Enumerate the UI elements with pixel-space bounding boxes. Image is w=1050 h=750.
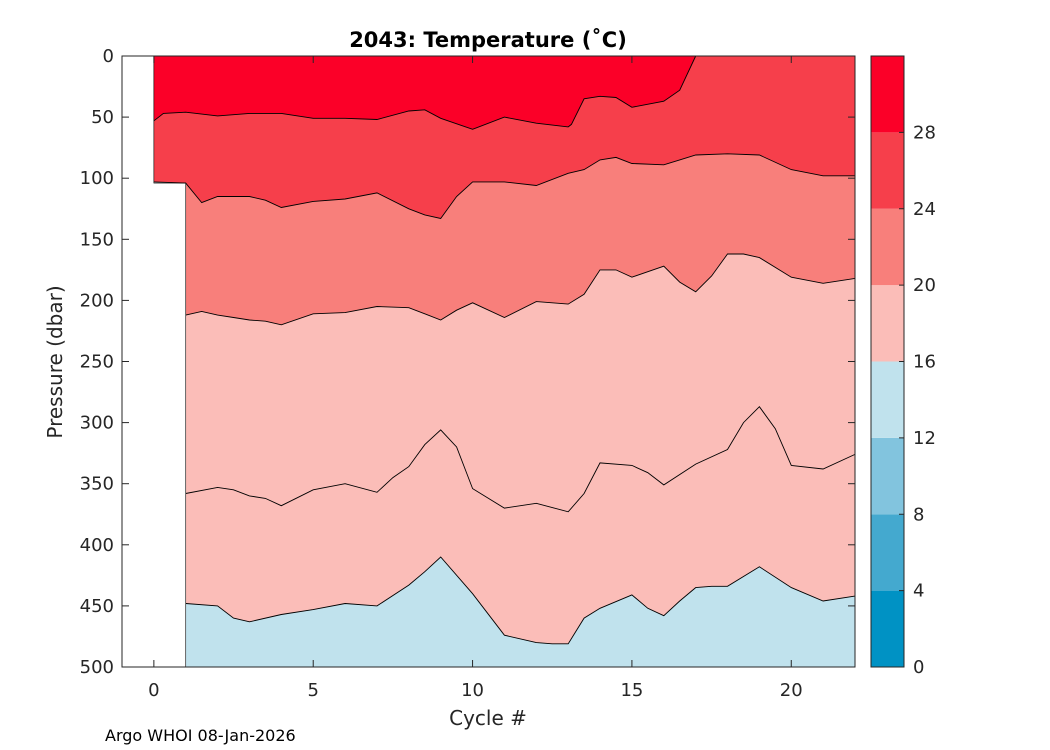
x-tick-label: 15	[620, 680, 643, 701]
isotherm-16	[185, 406, 856, 513]
colorbar-tick-label: 20	[913, 275, 936, 296]
credit-label: Argo WHOI 08-Jan-2026	[105, 726, 296, 745]
contour-line-layer	[153, 55, 856, 667]
band-12-16	[185, 557, 855, 667]
band-16-20-upper	[185, 254, 855, 512]
y-tick-label: 500	[80, 657, 114, 678]
colorbar-segment	[871, 437, 904, 515]
y-tick-label: 400	[80, 535, 114, 556]
y-axis-label: Pressure (dbar)	[43, 285, 67, 438]
isotherm-12	[185, 556, 856, 645]
colorbar-segment	[871, 285, 904, 362]
contour-fill-layer	[153, 56, 855, 667]
isotherm-28	[153, 55, 697, 130]
x-tick-label: 5	[307, 680, 318, 701]
data-edge	[153, 56, 187, 667]
band-28-32-top	[153, 56, 696, 130]
band-20-24	[185, 153, 855, 325]
colorbar-tick-label: 8	[913, 504, 924, 525]
colorbar-segment	[871, 132, 904, 209]
colorbar-tick-label: 28	[913, 122, 936, 143]
y-tick-label: 350	[80, 474, 114, 495]
y-axis: 0 50 100 150 200 250 300 350 400 450 500	[80, 46, 855, 678]
x-axis-label: Cycle #	[449, 706, 527, 730]
isotherm-24	[153, 153, 855, 220]
y-tick-label: 50	[91, 107, 114, 128]
chart-title: 2043: Temperature (˚C)	[349, 28, 627, 52]
y-tick-label: 200	[80, 290, 114, 311]
colorbar-tick-label: 4	[913, 581, 924, 602]
isotherm-20	[185, 253, 856, 326]
colorbar-segment	[871, 514, 904, 591]
y-tick-label: 450	[80, 596, 114, 617]
x-tick-label: 20	[780, 680, 803, 701]
y-tick-label: 300	[80, 413, 114, 434]
colorbar-segment	[871, 56, 904, 133]
x-tick-label: 10	[461, 680, 484, 701]
colorbar-tick-label: 0	[913, 657, 924, 678]
colorbar-segment	[871, 361, 904, 438]
colorbar-tick-label: 16	[913, 352, 936, 373]
colorbar-tick-label: 24	[913, 199, 936, 220]
x-axis: 0 5 10 15 20	[148, 56, 803, 701]
colorbar-tick-label: 12	[913, 428, 936, 449]
y-tick-label: 250	[80, 352, 114, 373]
colorbar-segment	[871, 590, 904, 667]
colorbar: 0 4 8 12 16 20 24 28	[870, 55, 936, 678]
y-tick-label: 150	[80, 229, 114, 250]
colorbar-segment	[871, 208, 904, 286]
x-tick-label: 0	[148, 680, 159, 701]
y-tick-label: 100	[80, 168, 114, 189]
y-tick-label: 0	[103, 46, 114, 67]
band-16-20-lower	[185, 406, 855, 644]
